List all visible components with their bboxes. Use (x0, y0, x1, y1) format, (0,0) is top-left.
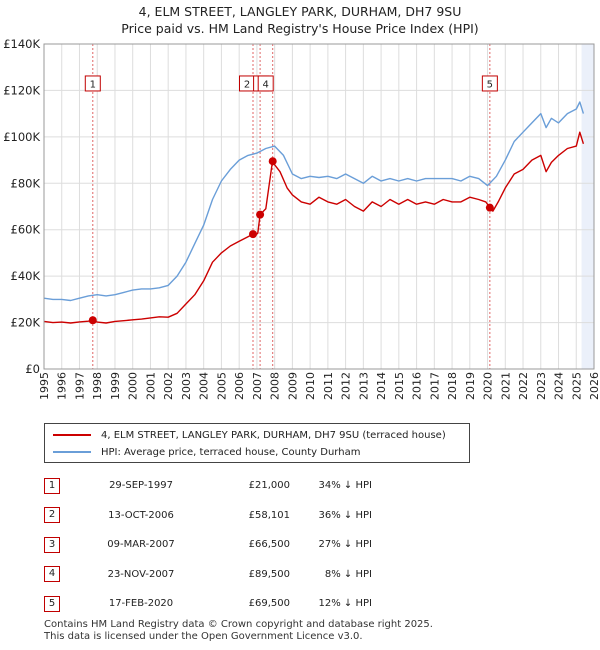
x-tick-label: 2025 (570, 372, 583, 400)
x-tick-label: 2001 (144, 372, 157, 400)
sale-flag-label: 5 (487, 79, 493, 90)
forecast-shade (581, 44, 594, 369)
legend-item-hpi: HPI: Average price, terraced house, Coun… (45, 444, 360, 460)
x-tick-label: 1999 (109, 372, 122, 400)
sale-flag: 4 (257, 75, 274, 92)
x-tick-label: 2008 (269, 372, 282, 400)
y-tick-label: £20K (11, 316, 41, 330)
table-row: 1 29-SEP-1997 £21,000 34% ↓ HPI (44, 471, 372, 501)
sale-price: £89,500 (248, 568, 290, 580)
price-chart: 12345£0£20K£40K£60K£80K£100K£120K£140K19… (3, 37, 600, 400)
sale-marker-label: 4 (44, 566, 60, 583)
sale-hpi-diff: 27% ↓ HPI (318, 539, 372, 551)
legend-item-property: 4, ELM STREET, LANGLEY PARK, DURHAM, DH7… (45, 427, 446, 443)
sale-hpi-diff: 12% ↓ HPI (318, 598, 372, 610)
sale-flag-box (481, 75, 498, 92)
y-tick-label: £40K (11, 269, 41, 283)
sale-date: 29-SEP-1997 (109, 480, 173, 492)
sale-price: £66,500 (248, 539, 290, 551)
x-tick-label: 2011 (322, 372, 335, 400)
x-tick-label: 2005 (215, 372, 228, 400)
copyright-notice: Contains HM Land Registry data © Crown c… (44, 619, 433, 630)
x-tick-label: 1995 (38, 372, 51, 400)
property-series-line (43, 131, 585, 324)
table-row: 2 13-OCT-2006 £58,101 36% ↓ HPI (44, 501, 372, 531)
licence-notice: This data is licensed under the Open Gov… (44, 631, 363, 642)
x-tick-label: 2012 (340, 372, 353, 400)
x-tick-label: 1998 (91, 372, 104, 400)
x-tick-label: 2023 (535, 372, 548, 400)
x-tick-label: 2024 (553, 372, 566, 400)
sale-point (88, 316, 97, 325)
x-tick-label: 2015 (393, 372, 406, 400)
x-tick-label: 2022 (517, 372, 530, 400)
y-tick-label: £0 (25, 362, 40, 376)
x-tick-label: 2013 (357, 372, 370, 400)
sale-hpi-diff: 8% ↓ HPI (324, 568, 372, 580)
sale-point (485, 203, 494, 212)
x-tick-label: 2026 (588, 372, 600, 400)
sale-flag-box (257, 75, 274, 92)
sale-marker-label: 1 (44, 477, 60, 494)
sale-flag-label: 1 (90, 79, 96, 90)
x-tick-label: 2002 (162, 372, 175, 400)
y-tick-label: £120K (3, 83, 40, 97)
hpi-series-line (43, 101, 585, 302)
sale-flag-label: 4 (263, 79, 269, 90)
sale-date: 17-FEB-2020 (108, 598, 174, 610)
legend-swatch-hpi (53, 451, 91, 453)
sale-flag: 2 (239, 75, 255, 92)
sale-flag: 5 (481, 75, 498, 92)
x-tick-label: 2016 (411, 372, 424, 400)
x-tick-label: 2014 (375, 372, 388, 400)
sale-point (249, 230, 257, 239)
plot-area (44, 44, 594, 369)
x-tick-label: 2017 (428, 372, 441, 400)
legend-swatch-property (53, 434, 91, 436)
x-tick-label: 2020 (482, 372, 495, 400)
legend-label-property: 4, ELM STREET, LANGLEY PARK, DURHAM, DH7… (101, 429, 446, 441)
legend-label-hpi: HPI: Average price, terraced house, Coun… (101, 446, 361, 458)
x-tick-label: 2007 (251, 372, 264, 400)
sale-price: £69,500 (248, 598, 290, 610)
sale-flag: 1 (84, 75, 101, 92)
sale-date: 09-MAR-2007 (107, 539, 175, 551)
x-tick-label: 2018 (446, 372, 459, 400)
sale-price: £58,101 (248, 509, 290, 521)
sale-hpi-diff: 34% ↓ HPI (318, 480, 372, 492)
y-tick-label: £60K (11, 223, 41, 237)
table-row: 3 09-MAR-2007 £66,500 27% ↓ HPI (44, 530, 372, 560)
sale-marker-label: 5 (44, 595, 60, 612)
sale-marker-label: 2 (44, 507, 60, 524)
table-row: 4 23-NOV-2007 £89,500 8% ↓ HPI (44, 560, 372, 590)
y-tick-label: £100K (3, 130, 40, 144)
y-tick-label: £140K (3, 37, 40, 51)
x-tick-label: 2000 (127, 372, 140, 400)
sales-table: 1 29-SEP-1997 £21,000 34% ↓ HPI 2 13-OCT… (44, 471, 372, 619)
sale-flag-label: 2 (244, 79, 250, 90)
sale-price: £21,000 (248, 480, 290, 492)
sale-point (256, 210, 265, 219)
plot-frame (43, 43, 595, 370)
sale-date: 23-NOV-2007 (107, 568, 175, 580)
x-tick-label: 2010 (304, 372, 317, 400)
x-tick-label: 2021 (499, 372, 512, 400)
x-tick-label: 2019 (464, 372, 477, 400)
chart-legend: 4, ELM STREET, LANGLEY PARK, DURHAM, DH7… (44, 423, 470, 463)
x-tick-label: 2009 (286, 372, 299, 400)
x-tick-label: 1996 (56, 372, 69, 400)
sale-flag-box (84, 75, 101, 92)
x-tick-label: 2006 (233, 372, 246, 400)
x-tick-label: 1997 (73, 372, 86, 400)
chart-subtitle: Price paid vs. HM Land Registry's House … (121, 21, 479, 36)
x-tick-label: 2003 (180, 372, 193, 400)
chart-title: 4, ELM STREET, LANGLEY PARK, DURHAM, DH7… (138, 4, 462, 19)
y-tick-label: £80K (11, 176, 41, 190)
sale-marker-label: 3 (44, 536, 60, 553)
sale-date: 13-OCT-2006 (108, 509, 174, 521)
table-row: 5 17-FEB-2020 £69,500 12% ↓ HPI (44, 589, 372, 619)
x-tick-label: 2004 (198, 372, 211, 400)
sale-point (268, 157, 277, 166)
sale-hpi-diff: 36% ↓ HPI (318, 509, 372, 521)
